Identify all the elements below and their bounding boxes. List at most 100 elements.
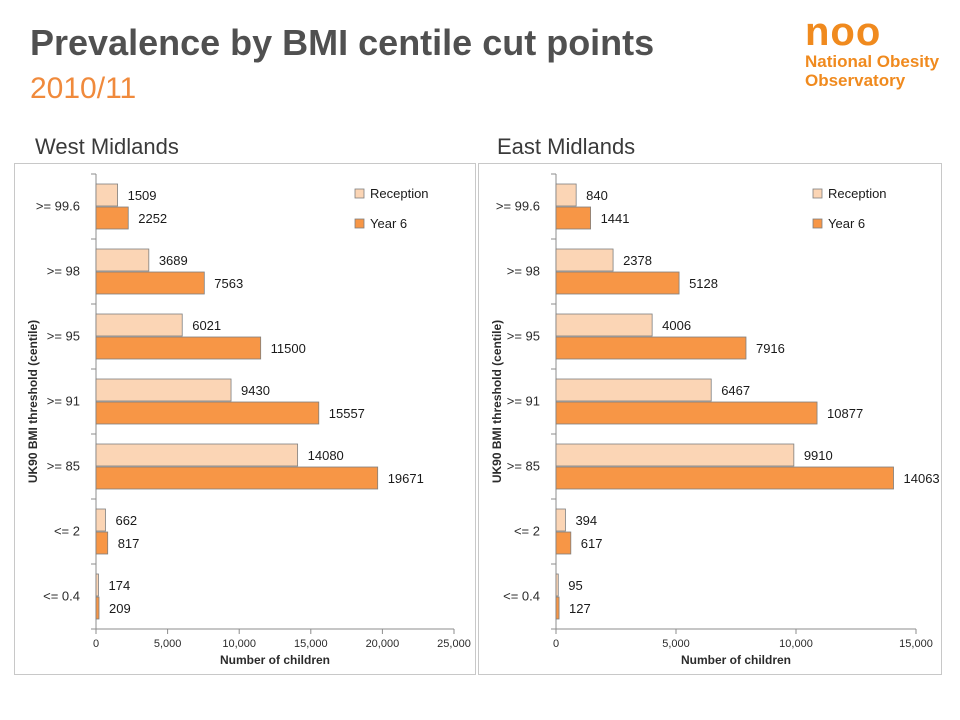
bar-reception-98 (555, 248, 614, 272)
data-label-reception-99-6: 1509 (128, 188, 157, 203)
data-label-reception-95: 6021 (192, 318, 221, 333)
bar-reception-95 (555, 313, 653, 337)
data-label-year-6-99-6: 2252 (138, 211, 167, 226)
legend-swatch-reception (812, 188, 823, 199)
logo-line-1: National Obesity (805, 52, 940, 71)
y-tick-label-91: >= 91 (47, 394, 80, 409)
x-tick-label-5-000: 5,000 (154, 638, 182, 650)
chart-heading-east-midlands: East Midlands (497, 134, 636, 159)
x-tick-label-15-000: 15,000 (899, 638, 933, 650)
x-tick-label-20-000: 20,000 (366, 638, 400, 650)
data-label-year-6-2: 617 (581, 536, 603, 551)
x-tick-label-25-000: 25,000 (437, 638, 471, 650)
legend-swatch-year-6 (812, 218, 823, 229)
data-label-year-6-0-4: 127 (569, 601, 591, 616)
x-tick-label-15-000: 15,000 (294, 638, 328, 650)
bar-reception-91 (95, 378, 232, 402)
data-label-year-6-85: 14063 (904, 471, 940, 486)
chart-heading-west-midlands: West Midlands (35, 134, 179, 159)
bar-year-6-0-4 (95, 596, 100, 620)
bar-reception-91 (555, 378, 712, 402)
bar-year-6-85 (95, 466, 379, 490)
y-axis-title: UK90 BMI threshold (centile) (490, 320, 504, 483)
bar-reception-95 (95, 313, 183, 337)
data-label-year-6-98: 7563 (214, 276, 243, 291)
data-label-year-6-98: 5128 (689, 276, 718, 291)
legend-swatch-year-6 (354, 218, 365, 229)
data-label-reception-0-4: 95 (568, 578, 582, 593)
noo-logo: noo National Obesity Observatory (805, 12, 955, 90)
x-tick-label-0: 0 (553, 638, 559, 650)
y-tick-label-99-6: >= 99.6 (496, 199, 540, 214)
x-axis-title: Number of children (681, 653, 791, 667)
bar-year-6-99-6 (555, 206, 591, 230)
bar-year-6-98 (555, 271, 680, 295)
x-tick-label-10-000: 10,000 (779, 638, 813, 650)
y-tick-label-91: >= 91 (507, 394, 540, 409)
data-label-year-6-91: 15557 (329, 406, 365, 421)
data-label-year-6-99-6: 1441 (601, 211, 630, 226)
y-tick-label-0-4: <= 0.4 (503, 589, 540, 604)
y-tick-label-98: >= 98 (507, 264, 540, 279)
y-tick-label-98: >= 98 (47, 264, 80, 279)
data-label-reception-85: 9910 (804, 448, 833, 463)
y-tick-label-2: <= 2 (514, 524, 540, 539)
y-axis-title: UK90 BMI threshold (centile) (26, 320, 40, 483)
chart-panel-east-midlands: >= 99.6 840 1441 >= 98 2378 5128 >= 95 4006 7916… (478, 163, 942, 675)
bar-reception-99-6 (555, 183, 577, 207)
data-label-reception-91: 9430 (241, 383, 270, 398)
bar-year-6-98 (95, 271, 205, 295)
legend-label-year-6: Year 6 (828, 216, 865, 231)
bar-reception-0-4 (555, 573, 559, 597)
x-tick-label-5-000: 5,000 (662, 638, 690, 650)
bar-year-6-91 (555, 401, 818, 425)
x-tick-label-10-000: 10,000 (222, 638, 256, 650)
data-label-year-6-95: 11500 (271, 341, 306, 356)
data-label-reception-98: 3689 (159, 253, 188, 268)
x-tick-label-0: 0 (93, 638, 99, 650)
bar-reception-85 (555, 443, 795, 467)
data-label-year-6-85: 19671 (388, 471, 424, 486)
y-tick-label-95: >= 95 (47, 329, 80, 344)
bar-chart-east-midlands: >= 99.6 840 1441 >= 98 2378 5128 >= 95 4006 7916… (490, 173, 940, 667)
page-subtitle: 2010/11 (30, 72, 137, 105)
data-label-reception-2: 662 (115, 513, 137, 528)
bar-reception-98 (95, 248, 150, 272)
data-label-year-6-91: 10877 (827, 406, 863, 421)
bar-chart-west-midlands: >= 99.6 1509 2252 >= 98 3689 7563 >= 95 6021 115… (26, 173, 471, 667)
chart-panel-west-midlands: >= 99.6 1509 2252 >= 98 3689 7563 >= 95 6021 115… (14, 163, 476, 675)
data-label-reception-95: 4006 (662, 318, 691, 333)
bar-year-6-91 (95, 401, 320, 425)
page-title: Prevalence by BMI centile cut points (30, 22, 655, 63)
bar-year-6-95 (555, 336, 747, 360)
bar-year-6-0-4 (555, 596, 560, 620)
y-tick-label-2: <= 2 (54, 524, 80, 539)
data-label-reception-85: 14080 (308, 448, 344, 463)
bar-reception-2 (95, 508, 106, 532)
bar-year-6-99-6 (95, 206, 129, 230)
data-label-reception-0-4: 174 (108, 578, 130, 593)
y-tick-label-99-6: >= 99.6 (36, 199, 80, 214)
data-label-reception-98: 2378 (623, 253, 652, 268)
data-label-year-6-0-4: 209 (109, 601, 131, 616)
y-tick-label-95: >= 95 (507, 329, 540, 344)
data-label-year-6-2: 817 (118, 536, 140, 551)
y-tick-label-85: >= 85 (507, 459, 540, 474)
data-label-reception-2: 394 (575, 513, 597, 528)
data-label-year-6-95: 7916 (756, 341, 785, 356)
legend-label-reception: Reception (370, 186, 429, 201)
bar-reception-99-6 (95, 183, 119, 207)
legend-label-year-6: Year 6 (370, 216, 407, 231)
legend-label-reception: Reception (828, 186, 887, 201)
y-tick-label-0-4: <= 0.4 (43, 589, 80, 604)
x-axis-title: Number of children (220, 653, 330, 667)
bar-year-6-2 (95, 531, 109, 555)
data-label-reception-91: 6467 (721, 383, 750, 398)
bar-year-6-2 (555, 531, 572, 555)
legend-swatch-reception (354, 188, 365, 199)
bar-reception-2 (555, 508, 566, 532)
data-label-reception-99-6: 840 (586, 188, 608, 203)
logo-line-2: Observatory (805, 71, 906, 90)
bar-year-6-95 (95, 336, 262, 360)
bar-year-6-85 (555, 466, 894, 490)
